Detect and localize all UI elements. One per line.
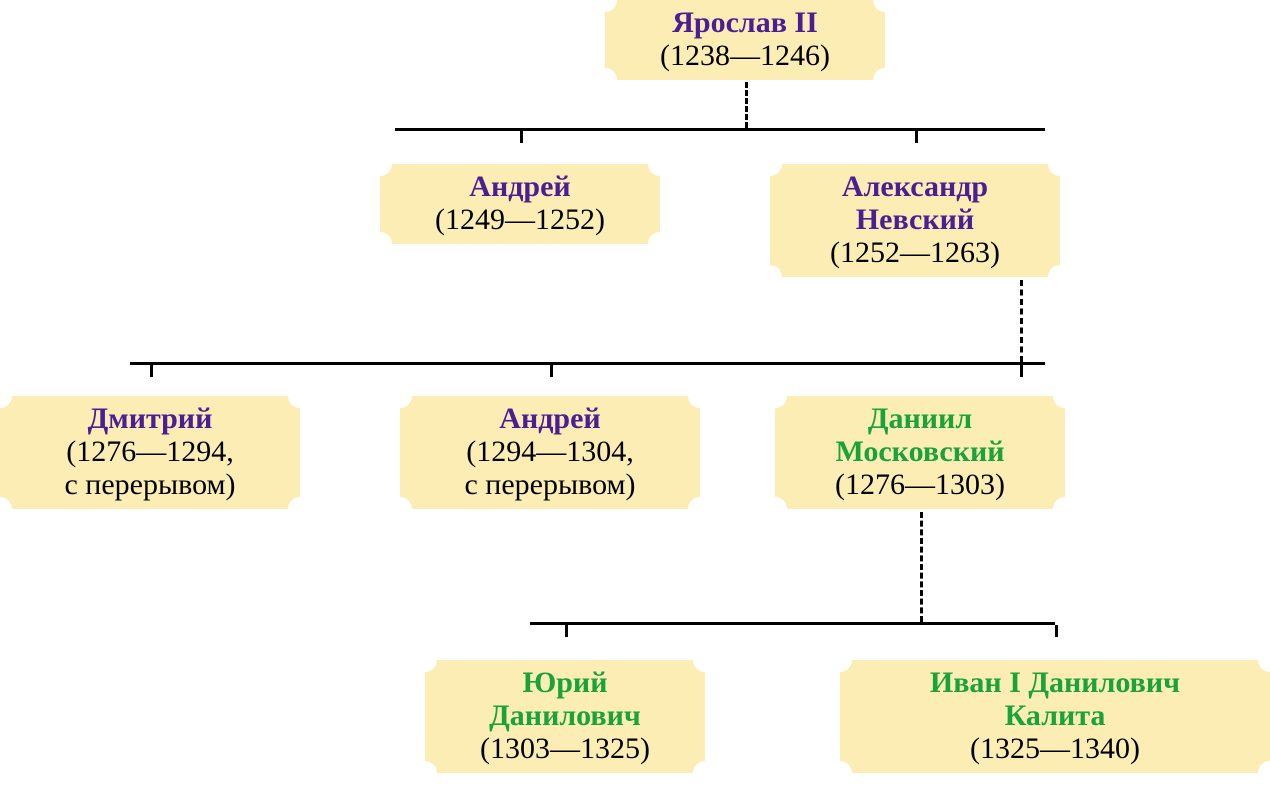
node-dates: (1252—1263) [788, 236, 1042, 269]
node-name: Дмитрий [18, 402, 282, 435]
node-andrey2: Андрей(1294—1304, с перерывом) [400, 396, 700, 509]
genealogy-tree: Ярослав II(1238—1246)Андрей(1249—1252)Ал… [0, 0, 1270, 808]
node-name: Ярослав II [623, 6, 867, 39]
node-yuri: Юрий Данилович(1303—1325) [425, 660, 705, 773]
node-ivan: Иван I Данилович Калита(1325—1340) [840, 660, 1270, 773]
connector-l2-tick-1 [550, 365, 553, 377]
node-andrey1: Андрей(1249—1252) [380, 164, 660, 244]
connector-l1-hline [395, 128, 1045, 131]
node-dates: (1238—1246) [623, 39, 867, 72]
connector-l1-tick-1 [915, 131, 918, 143]
node-name: Александр Невский [788, 170, 1042, 236]
node-dates: (1303—1325) [443, 732, 687, 765]
node-dates: (1294—1304, с перерывом) [418, 435, 682, 501]
connector-l3-drop [920, 512, 923, 622]
node-dates: (1249—1252) [398, 203, 642, 236]
node-dates: (1276—1303) [793, 468, 1047, 501]
connector-l2-tick-0 [150, 365, 153, 377]
connector-l2-hline [130, 362, 1045, 365]
node-dates: (1325—1340) [858, 732, 1252, 765]
connector-l1-tick-0 [520, 131, 523, 143]
node-dmitry: Дмитрий(1276—1294, с перерывом) [0, 396, 300, 509]
node-alexander: Александр Невский(1252—1263) [770, 164, 1060, 277]
node-name: Андрей [418, 402, 682, 435]
connector-l2-tick-2 [1020, 365, 1023, 377]
connector-l3-hline [530, 622, 1055, 625]
node-name: Иван I Данилович Калита [858, 666, 1252, 732]
node-daniil: Даниил Московский(1276—1303) [775, 396, 1065, 509]
node-dates: (1276—1294, с перерывом) [18, 435, 282, 501]
connector-l1-drop [745, 82, 748, 128]
node-name: Даниил Московский [793, 402, 1047, 468]
connector-l2-drop [1020, 280, 1023, 362]
node-yaroslav: Ярослав II(1238—1246) [605, 0, 885, 80]
node-name: Юрий Данилович [443, 666, 687, 732]
connector-l3-tick-1 [1055, 625, 1058, 637]
connector-l3-tick-0 [565, 625, 568, 637]
node-name: Андрей [398, 170, 642, 203]
